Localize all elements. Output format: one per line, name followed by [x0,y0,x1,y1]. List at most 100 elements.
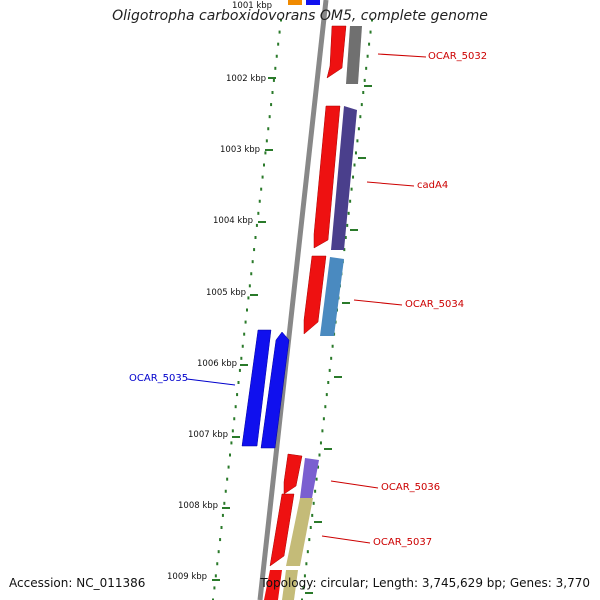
kbp-label: 1006 kbp [197,359,237,369]
ruler-dot [278,30,281,34]
ruler-dot [253,248,256,252]
cds-block[interactable] [282,570,298,600]
ruler-dot [322,417,325,421]
gene-arrow[interactable] [326,25,347,79]
partial-gene-top[interactable] [288,0,320,5]
ruler-dot [325,393,328,397]
ruler-dot [277,42,280,46]
ruler-dot [344,236,347,239]
ruler-dot [353,163,356,167]
ruler-dot [306,550,309,554]
cds-block[interactable] [346,26,362,84]
ruler-dot [280,18,282,22]
ruler-dot [321,429,324,433]
ruler-dot [240,356,243,360]
gene-arrow[interactable] [260,331,290,449]
ruler-dot [327,381,330,384]
kbp-label: 1008 kbp [178,501,218,511]
ruler-dot [268,115,271,119]
ruler-dot [324,405,327,409]
gene-cada4[interactable] [313,105,357,250]
ruler-dot [359,115,362,119]
gene-ocar-5034[interactable] [303,255,344,336]
ruler-dot [354,151,357,155]
gene-label-ocar-5035[interactable]: OCAR_5035 [129,373,188,384]
ruler-dot [275,54,278,58]
ruler-dot [303,574,306,578]
gene-label-ocar-5037[interactable]: OCAR_5037 [373,537,432,548]
partial-gene-bottom[interactable] [264,570,298,600]
topology-text: Topology: circular; Length: 3,745,629 bp… [260,576,590,590]
gene-label-ocar-5036[interactable]: OCAR_5036 [381,482,440,493]
ruler-dot [263,163,265,167]
ruler-dot [301,598,303,600]
cds-block[interactable] [320,257,344,336]
ruler-dot [251,260,254,264]
gene-label-ocar-5032[interactable]: OCAR_5032 [428,51,487,62]
ruler-dot [360,103,363,107]
ruler-dot [234,405,237,409]
ruler-dot [343,248,346,252]
ruler-dot [347,211,350,215]
ruler-dot [233,417,236,421]
cds-block[interactable] [286,498,313,566]
gene-arrow[interactable] [241,329,272,447]
cds-block[interactable] [331,106,357,250]
ruler-dot [230,441,233,445]
accession-text: Accession: NC_011386 [9,576,146,590]
ruler-dot [368,42,371,46]
kbp-label: 1009 kbp [167,572,207,582]
gene-ocar-5035[interactable] [241,329,290,449]
ruler-dot [274,66,277,70]
chromosome-backbone [257,0,329,600]
ruler-dot [247,296,250,300]
ruler-dot [312,501,315,505]
ruler-dot [267,127,270,131]
kbp-label: 1004 kbp [213,216,253,226]
ruler-dot [346,223,349,227]
ruler-dot [254,236,257,239]
ruler-dot [330,356,333,360]
gene-arrow[interactable] [283,453,303,495]
gene-label-ocar-5034[interactable]: OCAR_5034 [405,299,464,310]
gene-label-cada4[interactable]: cadA4 [417,180,448,191]
gene-arrow[interactable] [269,493,295,567]
ruler-dot [362,91,365,94]
ruler-dot [261,175,264,179]
ruler-dot [238,368,241,372]
partial-gene-orange[interactable] [288,0,302,5]
ruler-dot [318,453,321,457]
leader-line-cada4 [366,181,415,187]
gene-arrow[interactable] [313,105,341,249]
ruler-dot [219,538,222,542]
gene-arrow[interactable] [303,255,327,335]
ruler-dot [369,30,372,34]
gene-ocar-5032[interactable] [326,25,362,84]
ruler-dot [349,199,352,203]
ruler-dot [352,175,355,179]
ruler-dot [271,91,274,94]
ruler-dot [363,78,366,82]
leader-line-ocar-5036 [330,480,379,489]
ruler-dot [243,332,246,336]
ruler-dot [371,18,373,22]
ruler-dot [217,550,220,554]
ruler-dot [265,139,268,143]
ruler-dot [241,344,244,348]
partial-gene-blue[interactable] [306,0,320,5]
gene-ocar-5037[interactable] [269,493,313,567]
ruler-dot [220,526,223,529]
cds-block[interactable] [300,458,319,498]
kbp-label: 1003 kbp [220,145,260,155]
ruler-dot [258,199,261,203]
gene-ocar-5036[interactable] [283,453,319,498]
ruler-dot [226,477,229,481]
ruler-dot [229,453,231,457]
kbp-ticks [212,77,372,594]
ruler-dot [357,127,360,131]
kbp-label: 1001 kbp [232,1,272,11]
kbp-label: 1002 kbp [226,74,266,84]
gene-arrow[interactable] [264,570,282,600]
genome-title: Oligotropha carboxidovorans OM5, complet… [112,8,488,24]
